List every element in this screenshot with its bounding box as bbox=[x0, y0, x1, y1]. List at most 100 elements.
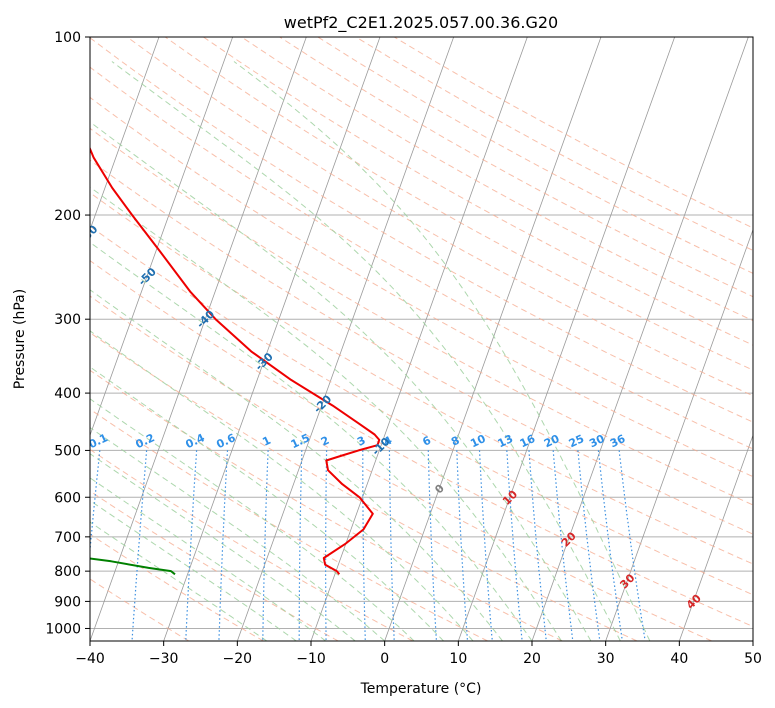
mixing-ratio-label: 2 bbox=[319, 434, 331, 449]
moist-adiabat-line bbox=[90, 477, 326, 641]
mixing-ratio-line bbox=[528, 450, 547, 641]
y-axis-label: Pressure (hPa) bbox=[12, 289, 28, 389]
mixing-ratio-line bbox=[185, 450, 198, 641]
x-tick-label: 30 bbox=[597, 651, 615, 667]
x-tick-label: −20 bbox=[223, 651, 253, 667]
isotherm-label: -50 bbox=[136, 265, 159, 288]
mixing-ratio-label: 1 bbox=[260, 434, 272, 449]
dry-adiabat-line bbox=[90, 159, 753, 535]
moist-adiabat-line bbox=[90, 398, 415, 641]
isotherm-line bbox=[678, 434, 753, 641]
background-lines bbox=[0, 37, 753, 641]
y-tick-label: 700 bbox=[54, 530, 81, 546]
y-tick-label: 800 bbox=[54, 564, 81, 580]
moist-adiabat-line bbox=[90, 330, 474, 641]
mixing-ratio-label: 10 bbox=[468, 432, 488, 450]
isotherm-line bbox=[457, 37, 676, 641]
dry-adiabat-line bbox=[393, 37, 753, 229]
dry-adiabat-line bbox=[317, 37, 753, 274]
dry-adiabat-line bbox=[90, 408, 488, 641]
isotherm-line bbox=[163, 37, 381, 641]
mixing-ratio-label: 30 bbox=[587, 432, 607, 450]
axis-ticks: −40 −30 −20 −10 0 10 20 30 40 5010020030040050060… bbox=[45, 30, 762, 667]
dry-adiabat-line bbox=[279, 37, 753, 298]
moist-adiabat-line bbox=[90, 499, 297, 641]
mixing-ratio-label: 13 bbox=[496, 432, 515, 450]
mixing-ratio-line bbox=[218, 450, 229, 641]
isotherm-line bbox=[0, 37, 12, 641]
isotherm-label: 40 bbox=[684, 591, 704, 611]
mixing-ratio-line bbox=[506, 450, 523, 641]
isotherm-label: 0 bbox=[432, 482, 447, 497]
x-tick-label: −30 bbox=[149, 651, 179, 667]
mixing-ratio-label: 8 bbox=[449, 434, 461, 449]
isotherm-label: -40 bbox=[194, 307, 217, 330]
dry-adiabat-line bbox=[90, 369, 563, 641]
mixing-ratio-line bbox=[298, 450, 303, 641]
moist-adiabat-line bbox=[90, 289, 503, 641]
x-tick-label: 0 bbox=[380, 651, 389, 667]
mixing-ratio-label: 0.2 bbox=[134, 431, 157, 451]
mixing-ratio-line bbox=[478, 450, 493, 641]
y-tick-label: 500 bbox=[54, 443, 81, 459]
moist-adiabat-line bbox=[233, 61, 651, 641]
dry-adiabat-line bbox=[241, 37, 753, 322]
isotherm-label: 10 bbox=[500, 488, 520, 508]
y-tick-label: 900 bbox=[54, 594, 81, 610]
dry-adiabat-line bbox=[90, 127, 753, 506]
x-tick-label: 40 bbox=[670, 651, 688, 667]
isotherm-label: -30 bbox=[253, 350, 276, 373]
x-tick-label: 20 bbox=[523, 651, 541, 667]
isotherm-label: -20 bbox=[311, 392, 334, 415]
mixing-ratio-label: 16 bbox=[518, 432, 538, 450]
isotherm-line bbox=[384, 37, 602, 641]
y-tick-label: 200 bbox=[54, 208, 81, 224]
mixing-ratio-label: 3 bbox=[355, 434, 367, 449]
mixing-ratio-line bbox=[388, 450, 395, 641]
mixing-ratio-label: 36 bbox=[608, 432, 628, 450]
mixing-ratio-label: 0.6 bbox=[214, 431, 237, 451]
isotherm-line bbox=[90, 37, 234, 437]
dry-adiabat-line bbox=[90, 37, 753, 423]
moist-adiabat-line bbox=[90, 453, 356, 641]
mixing-ratio-line bbox=[618, 450, 646, 641]
dry-adiabat-line bbox=[164, 37, 753, 371]
dry-adiabat-line bbox=[90, 332, 638, 641]
x-axis-label: Temperature (°C) bbox=[360, 681, 482, 697]
dry-adiabat-line bbox=[90, 578, 190, 641]
dry-adiabat-line bbox=[90, 66, 753, 450]
moist-adiabat-line bbox=[90, 186, 562, 641]
isotherm-line bbox=[605, 228, 753, 641]
dry-adiabat-line bbox=[126, 37, 753, 397]
mixing-ratio-line bbox=[362, 450, 366, 641]
isotherm-line bbox=[236, 37, 455, 641]
mixing-ratio-line bbox=[552, 450, 574, 641]
moist-adiabat-line bbox=[90, 121, 592, 641]
dry-adiabat-line bbox=[90, 533, 264, 641]
plot-frame bbox=[89, 36, 754, 642]
x-tick-label: −10 bbox=[296, 651, 326, 667]
sounding-profiles bbox=[90, 146, 381, 576]
dry-adiabat-line bbox=[90, 225, 753, 596]
mixing-ratio-line bbox=[325, 450, 328, 641]
mixing-ratio-line bbox=[427, 450, 437, 641]
x-tick-label: 10 bbox=[449, 651, 467, 667]
y-tick-label: 400 bbox=[54, 386, 81, 402]
y-tick-label: 1000 bbox=[45, 621, 81, 637]
moist-adiabat-line bbox=[90, 241, 533, 641]
temperature-profile bbox=[90, 146, 381, 575]
y-tick-label: 300 bbox=[54, 312, 81, 328]
dry-adiabat-line bbox=[90, 490, 339, 641]
isotherm-line bbox=[90, 37, 307, 641]
mixing-ratio-label: 6 bbox=[421, 434, 434, 449]
moist-adiabat-line bbox=[90, 521, 268, 641]
dry-adiabat-line bbox=[90, 295, 712, 641]
line-labels: 0.10.20.40.611.52346810131620253036-100-… bbox=[90, 222, 704, 611]
isotherm-line bbox=[90, 37, 160, 231]
moist-adiabat-line bbox=[111, 61, 621, 641]
mixing-ratio-label: 20 bbox=[542, 432, 562, 450]
dry-adiabat-line bbox=[203, 37, 753, 346]
isotherm-line bbox=[531, 37, 749, 641]
mixing-ratio-line bbox=[577, 450, 601, 641]
